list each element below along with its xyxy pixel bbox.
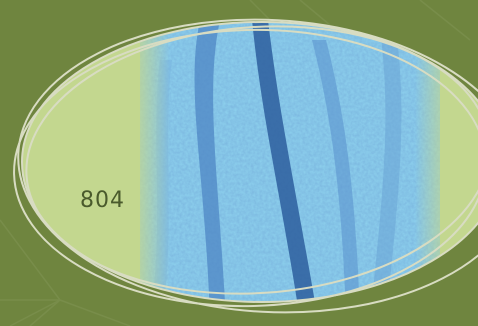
decorative-rings <box>13 18 478 314</box>
photo-area <box>130 22 455 302</box>
badge-number: 804 <box>80 188 125 213</box>
